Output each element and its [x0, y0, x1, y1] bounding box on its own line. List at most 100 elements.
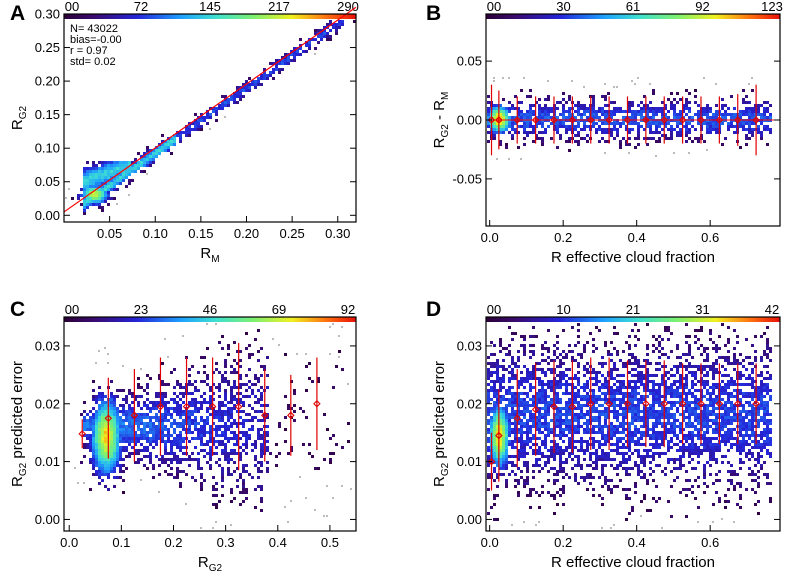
heatmap-cell	[203, 365, 206, 368]
heatmap-cell	[275, 65, 278, 68]
heatmap-cell	[679, 461, 682, 464]
heatmap-cell	[490, 386, 493, 389]
heatmap-cell	[508, 125, 511, 128]
heatmap-cell	[577, 107, 580, 110]
heatmap-cell	[230, 365, 233, 368]
heatmap-cell	[532, 419, 535, 422]
heatmap-cell	[556, 341, 559, 344]
heatmap-cell	[176, 425, 179, 428]
heatmap-cell	[574, 116, 577, 119]
heatmap-cell	[655, 347, 658, 350]
heatmap-cell	[577, 122, 580, 125]
heatmap-cell	[640, 395, 643, 398]
heatmap-cell	[592, 440, 595, 443]
heatmap-cell	[541, 425, 544, 428]
heatmap-cell	[637, 413, 640, 416]
heatmap-cell	[523, 116, 526, 119]
heatmap-cell	[116, 182, 119, 185]
heatmap-cell	[652, 122, 655, 125]
heatmap-cell	[499, 383, 502, 386]
x-tick-label: 0.30	[325, 226, 350, 241]
heatmap-cell	[505, 464, 508, 467]
heatmap-cell-sparse	[200, 527, 202, 529]
heatmap-cell	[526, 377, 529, 380]
heatmap-cell	[694, 467, 697, 470]
heatmap-cell	[517, 401, 520, 404]
heatmap-cell	[652, 389, 655, 392]
heatmap-cell	[550, 455, 553, 458]
heatmap-cell	[577, 329, 580, 332]
bin-mean-marker	[78, 430, 87, 438]
heatmap-cell	[565, 410, 568, 413]
heatmap-cell	[104, 200, 107, 203]
heatmap-cell	[697, 116, 700, 119]
heatmap-cell	[592, 350, 595, 353]
heatmap-cell	[619, 431, 622, 434]
heatmap-cell	[637, 104, 640, 107]
heatmap-cell	[565, 407, 568, 410]
heatmap-cell	[586, 371, 589, 374]
heatmap-cell	[182, 386, 185, 389]
heatmap-cell	[185, 458, 188, 461]
heatmap-cell	[643, 419, 646, 422]
heatmap-cell	[667, 413, 670, 416]
heatmap-cell	[520, 422, 523, 425]
heatmap-cell	[610, 422, 613, 425]
heatmap-cell	[616, 473, 619, 476]
heatmap-cell	[712, 503, 715, 506]
x-tick-label: 0.3	[217, 535, 235, 550]
heatmap-cell	[673, 380, 676, 383]
heatmap-cell	[526, 134, 529, 137]
heatmap-cell	[619, 407, 622, 410]
heatmap-cell	[712, 410, 715, 413]
heatmap-cell	[197, 461, 200, 464]
heatmap-cell	[622, 395, 625, 398]
heatmap-cell	[532, 449, 535, 452]
heatmap-cell	[203, 398, 206, 401]
heatmap-cell	[257, 470, 260, 473]
heatmap-cell	[89, 167, 92, 170]
heatmap-cell	[332, 386, 335, 389]
heatmap-cell	[505, 452, 508, 455]
heatmap-cell	[673, 428, 676, 431]
heatmap-cell	[634, 419, 637, 422]
heatmap-cell	[622, 431, 625, 434]
heatmap-cell	[107, 176, 110, 179]
heatmap-cell	[242, 404, 245, 407]
heatmap-cell	[577, 101, 580, 104]
heatmap-cell	[571, 350, 574, 353]
heatmap-cell	[676, 437, 679, 440]
heatmap-cell	[242, 467, 245, 470]
heatmap-cell	[257, 83, 260, 86]
heatmap-cell	[83, 203, 86, 206]
heatmap-cell	[547, 404, 550, 407]
heatmap-cell	[562, 461, 565, 464]
heatmap-cell	[640, 455, 643, 458]
heatmap-cell	[266, 386, 269, 389]
heatmap-cell	[487, 449, 490, 452]
heatmap-cell	[499, 398, 502, 401]
heatmap-cell	[679, 467, 682, 470]
heatmap-cell	[568, 428, 571, 431]
heatmap-cell	[670, 374, 673, 377]
heatmap-cell	[568, 422, 571, 425]
heatmap-cell	[637, 386, 640, 389]
heatmap-cell	[712, 401, 715, 404]
panel-d: 00 10 21 31 42 0.0 0.2 0.4 0.60.000.010.020.03 …	[431, 302, 781, 571]
heatmap-cell	[523, 404, 526, 407]
heatmap-cell	[101, 422, 104, 425]
heatmap-cell	[715, 458, 718, 461]
heatmap-cell	[239, 383, 242, 386]
heatmap-cell	[92, 437, 95, 440]
heatmap-cell	[131, 434, 134, 437]
heatmap-cell	[697, 455, 700, 458]
heatmap-cell	[670, 431, 673, 434]
heatmap-cell	[583, 476, 586, 479]
heatmap-cell	[583, 365, 586, 368]
heatmap-cell	[502, 428, 505, 431]
heatmap-cell	[508, 344, 511, 347]
heatmap-cell	[691, 431, 694, 434]
heatmap-cell	[715, 479, 718, 482]
heatmap-cell	[643, 389, 646, 392]
heatmap-cell	[586, 401, 589, 404]
